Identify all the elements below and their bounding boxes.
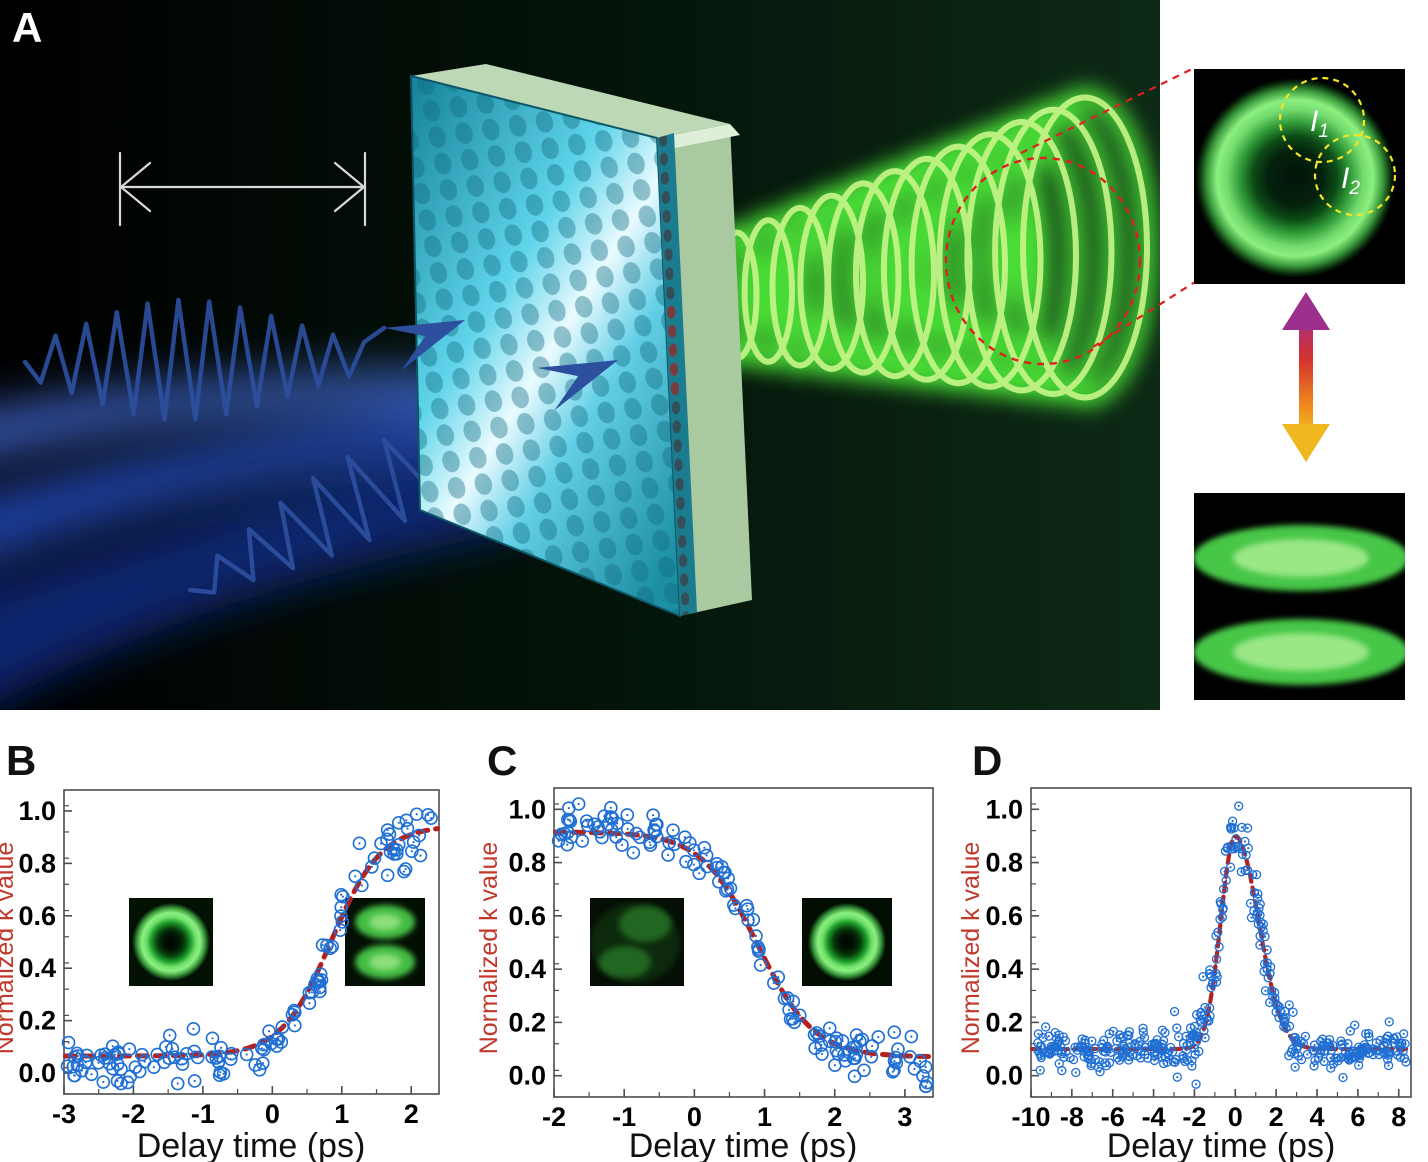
svg-text:C: C [487,737,517,784]
svg-text:8: 8 [1391,1102,1406,1132]
svg-text:2: 2 [1269,1102,1284,1132]
svg-text:0.8: 0.8 [508,848,546,878]
svg-text:0.2: 0.2 [508,1007,546,1037]
svg-text:D: D [972,737,1002,784]
svg-text:-2: -2 [542,1102,566,1132]
svg-text:-6: -6 [1101,1102,1125,1132]
svg-text:1: 1 [757,1102,772,1132]
svg-text:0.6: 0.6 [18,901,56,931]
svg-text:-4: -4 [1142,1102,1166,1132]
svg-text:0.6: 0.6 [985,901,1023,931]
svg-text:Normalized k value: Normalized k value [0,842,19,1055]
svg-text:1.0: 1.0 [18,796,56,826]
svg-text:-2: -2 [121,1099,145,1129]
svg-text:4: 4 [1310,1102,1325,1132]
svg-text:-1: -1 [191,1099,215,1129]
svg-text:0.6: 0.6 [508,901,546,931]
svg-text:0.2: 0.2 [18,1006,56,1036]
svg-text:2: 2 [404,1099,419,1129]
svg-text:Delay time (ps): Delay time (ps) [629,1127,858,1162]
svg-text:6: 6 [1350,1102,1365,1132]
svg-text:-10: -10 [1011,1102,1050,1132]
svg-text:Normalized k value: Normalized k value [957,842,985,1055]
svg-text:3: 3 [897,1102,912,1132]
svg-text:0.0: 0.0 [508,1061,546,1091]
svg-text:-3: -3 [52,1099,76,1129]
svg-text:B: B [6,737,36,784]
svg-text:0: 0 [687,1102,702,1132]
svg-text:Delay time (ps): Delay time (ps) [137,1127,366,1162]
svg-text:-2: -2 [1182,1102,1206,1132]
svg-text:Delay time (ps): Delay time (ps) [1107,1127,1336,1162]
svg-text:0.8: 0.8 [985,848,1023,878]
svg-text:-1: -1 [612,1102,636,1132]
svg-text:0: 0 [1228,1102,1243,1132]
svg-text:0.0: 0.0 [18,1058,56,1088]
svg-text:1.0: 1.0 [985,794,1023,824]
svg-text:0.4: 0.4 [18,953,56,983]
svg-text:0.2: 0.2 [985,1007,1023,1037]
svg-text:2: 2 [827,1102,842,1132]
svg-text:0.8: 0.8 [18,848,56,878]
svg-text:1.0: 1.0 [508,794,546,824]
svg-text:1: 1 [334,1099,349,1129]
svg-text:0.0: 0.0 [985,1061,1023,1091]
svg-text:0.4: 0.4 [508,954,546,984]
svg-text:-8: -8 [1060,1102,1084,1132]
svg-text:0.4: 0.4 [985,954,1023,984]
svg-text:Normalized k value: Normalized k value [475,842,503,1055]
svg-text:0: 0 [265,1099,280,1129]
